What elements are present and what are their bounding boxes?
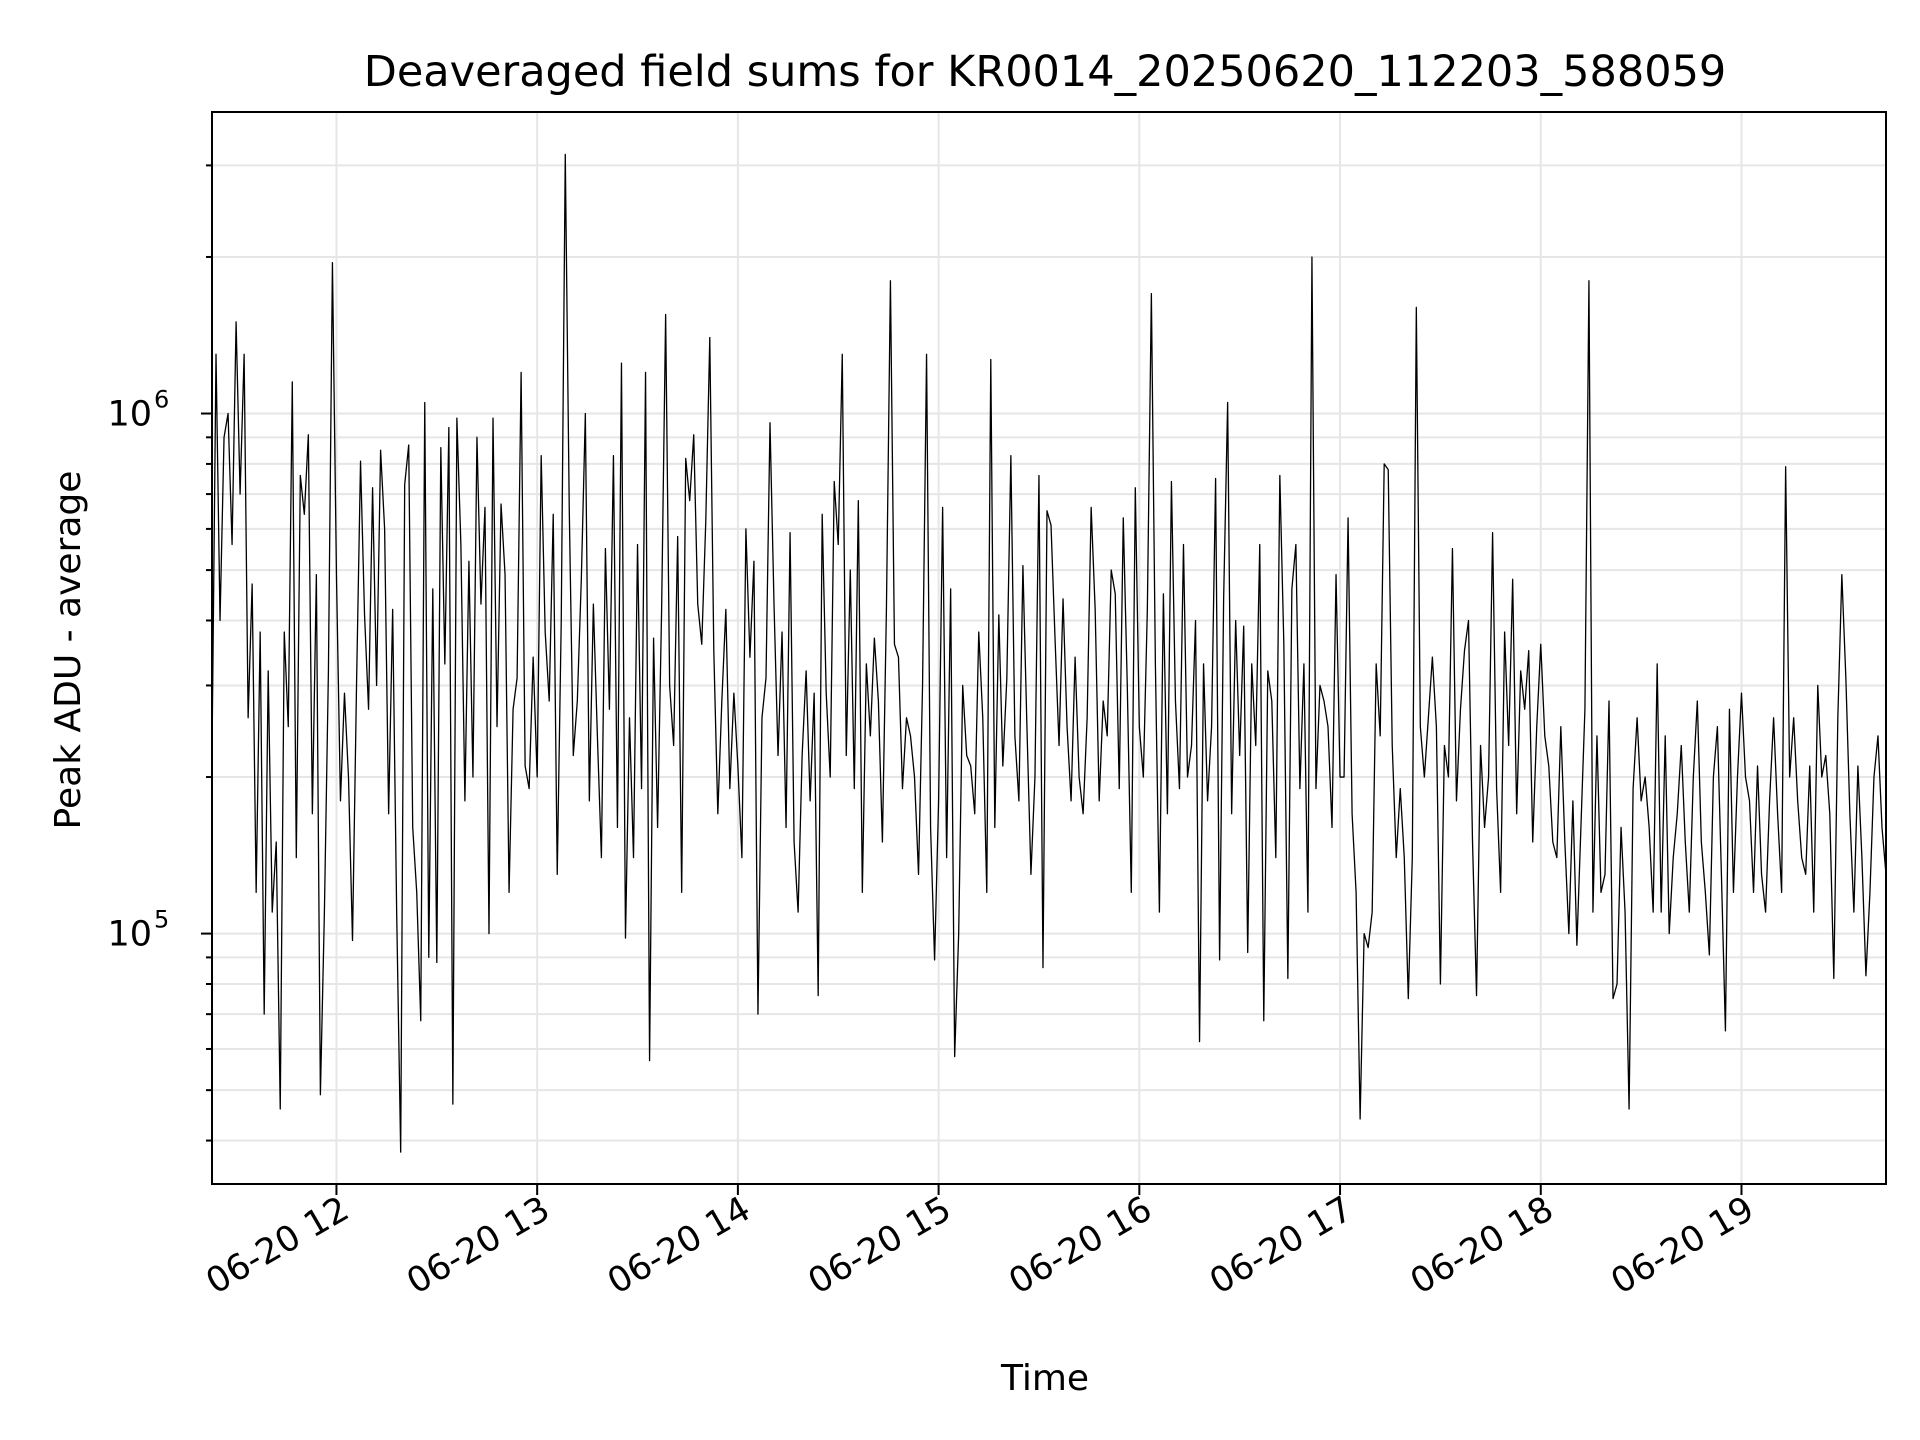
x-axis-label: Time (1000, 1358, 1089, 1399)
y-axis-label: Peak ADU - average (48, 471, 89, 830)
plot-frame (211, 111, 1887, 1185)
y-tick-label: 10 (107, 915, 152, 955)
series-line-group (211, 153, 1887, 1153)
y-tick-label: 10 (107, 395, 152, 435)
grid (212, 112, 1886, 1184)
chart-title: Deaveraged field sums for KR0014_2025062… (364, 47, 1727, 97)
y-tick-exponent: 5 (154, 906, 169, 934)
series-line (211, 153, 1887, 1153)
y-tick-exponent: 6 (154, 386, 169, 414)
